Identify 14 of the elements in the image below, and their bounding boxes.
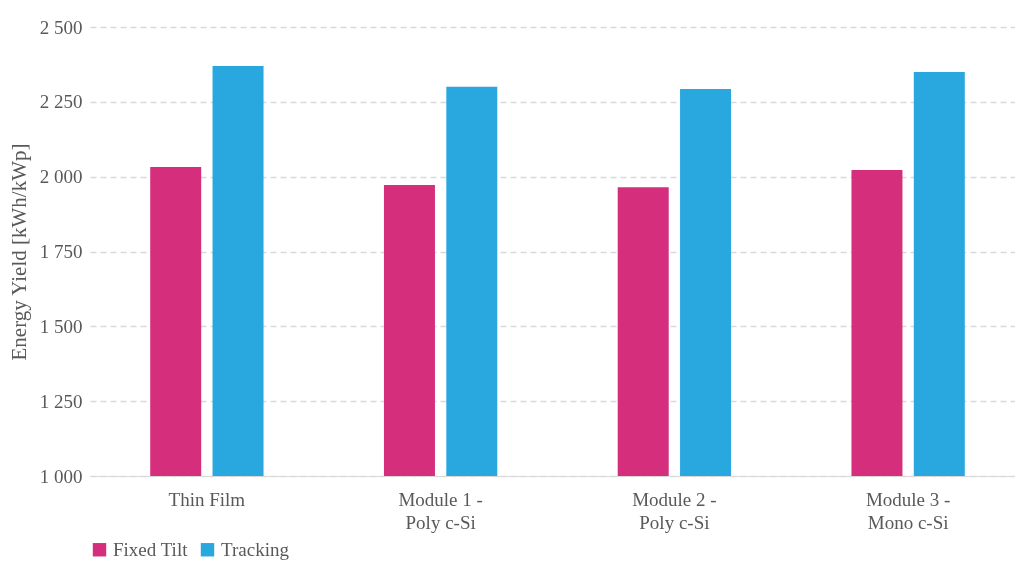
y-tick-label: 1 250 bbox=[39, 390, 83, 412]
y-tick-label: 2 000 bbox=[39, 166, 83, 188]
y-tick-label: 2 250 bbox=[39, 91, 83, 113]
y-tick-label: 1 000 bbox=[39, 465, 83, 487]
legend-label: Tracking bbox=[221, 538, 290, 560]
y-tick-label: 1 750 bbox=[39, 241, 83, 262]
y-tick-label: 2 500 bbox=[39, 16, 83, 38]
x-tick-label: Module 1 - Poly c-Si bbox=[398, 488, 483, 533]
legend-label: Fixed Tilt bbox=[113, 538, 189, 560]
y-tick-label: 1 500 bbox=[39, 315, 83, 337]
y-axis-title: Energy Yield [kWh/kWp] bbox=[6, 143, 31, 361]
x-tick-label: Module 3 - Mono c-Si bbox=[865, 488, 951, 533]
x-tick-label: Thin Film bbox=[168, 488, 246, 510]
x-tick-label: Module 2 - Poly c-Si bbox=[632, 488, 717, 533]
